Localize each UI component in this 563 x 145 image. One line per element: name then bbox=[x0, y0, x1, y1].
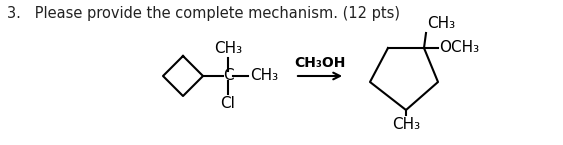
Text: CH₃: CH₃ bbox=[427, 16, 455, 31]
Text: C: C bbox=[223, 68, 233, 84]
Text: CH₃OH: CH₃OH bbox=[294, 56, 346, 70]
Text: CH₃: CH₃ bbox=[250, 68, 278, 84]
Text: OCH₃: OCH₃ bbox=[439, 40, 479, 56]
Text: Cl: Cl bbox=[221, 96, 235, 111]
Text: CH₃: CH₃ bbox=[214, 41, 242, 56]
Text: 3.   Please provide the complete mechanism. (12 pts): 3. Please provide the complete mechanism… bbox=[7, 6, 400, 21]
Text: CH₃: CH₃ bbox=[392, 117, 420, 132]
